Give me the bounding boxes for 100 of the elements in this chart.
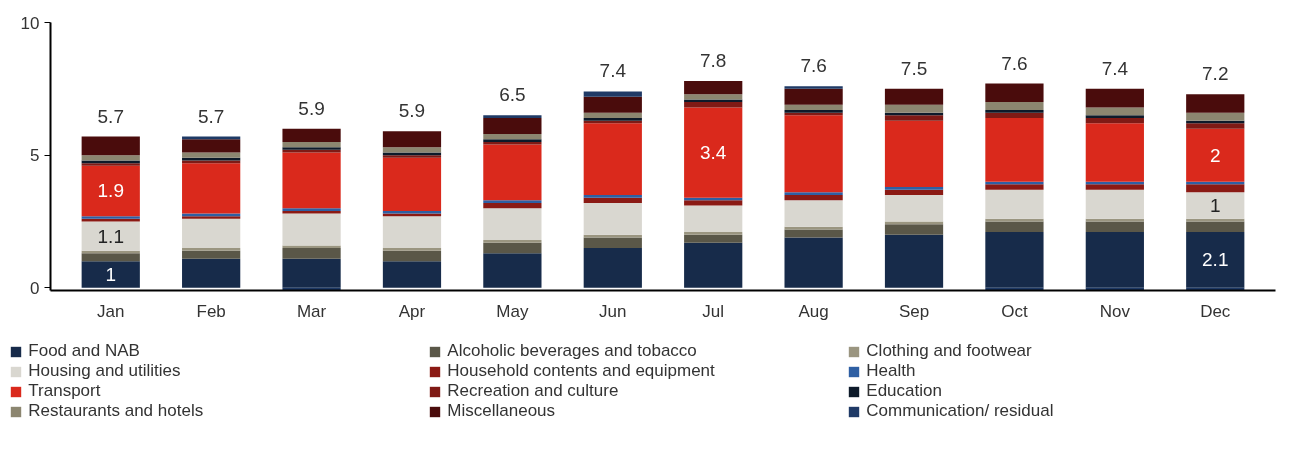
y-tick-label: 5: [30, 146, 40, 166]
bar: [182, 139, 241, 153]
bar: [784, 115, 843, 193]
bar: [382, 131, 442, 148]
bar: [382, 216, 442, 249]
bar: [483, 240, 542, 243]
bar: [81, 221, 140, 251]
x-tick-label: Jun: [599, 301, 627, 321]
bar: [282, 141, 341, 148]
bar: [81, 261, 140, 288]
bar: [583, 237, 642, 249]
data-label: 2: [1209, 144, 1221, 166]
bar: [282, 245, 341, 249]
total-label: 7.5: [900, 57, 928, 79]
bar: [483, 242, 542, 254]
total-label: 7.2: [1202, 63, 1229, 85]
bar: [483, 202, 542, 209]
x-tick-label: May: [496, 301, 529, 321]
bar: [382, 147, 442, 153]
x-tick-label: Jul: [702, 301, 725, 321]
x-tick-label: Oct: [1001, 301, 1028, 321]
bar: [684, 242, 743, 288]
bar: [1085, 189, 1144, 219]
bar: [282, 248, 341, 259]
bar: [985, 232, 1044, 288]
bar: [583, 248, 642, 288]
bar: [282, 258, 341, 288]
bar: [884, 104, 944, 113]
x-tick-label: Jan: [97, 301, 125, 321]
bar: [81, 253, 140, 262]
bar: [1085, 123, 1144, 182]
bar: [483, 200, 542, 203]
x-tick-label: Feb: [196, 301, 226, 321]
total-label: 5.7: [97, 105, 124, 127]
legend-label: Restaurants and hotels: [28, 401, 205, 421]
bar: [784, 194, 843, 201]
bar: [483, 144, 542, 201]
bar: [884, 189, 944, 195]
total-label: 7.4: [1101, 57, 1129, 79]
data-label: 1: [1209, 195, 1221, 217]
total-label: 7.6: [1001, 52, 1028, 74]
bar: [684, 102, 743, 108]
bar: [985, 118, 1044, 182]
bar: [1186, 184, 1245, 193]
bar: [1085, 115, 1144, 119]
bar: [784, 192, 843, 195]
total-label: 7.6: [800, 55, 827, 77]
legend-label: Recreation and culture: [447, 381, 620, 401]
legend-label: Health: [866, 361, 917, 381]
data-label: 1.1: [97, 225, 124, 247]
bar: [1085, 218, 1144, 222]
bar: [81, 155, 140, 161]
legend-label: Communication/ residual: [866, 401, 1055, 421]
total-label: 6.5: [499, 84, 526, 106]
bar: [1186, 112, 1245, 121]
bar: [182, 218, 241, 249]
bar: [985, 83, 1044, 103]
bar: [884, 234, 944, 288]
data-label: 3.4: [700, 142, 727, 164]
y-tick-label: 10: [20, 13, 40, 33]
bar: [1186, 94, 1245, 113]
bar: [1186, 192, 1245, 219]
bar: [784, 104, 843, 111]
data-label: 2.1: [1202, 249, 1229, 271]
bar: [483, 133, 542, 140]
bar: [382, 261, 442, 288]
bar: [382, 248, 442, 251]
bar: [382, 157, 442, 211]
legend-label: Housing and utilities: [28, 361, 182, 381]
x-tick-label: Dec: [1200, 301, 1231, 321]
bar: [583, 123, 642, 195]
bar: [1085, 221, 1144, 233]
total-label: 5.9: [398, 100, 426, 122]
bar: [684, 94, 743, 100]
total-label: 5.7: [197, 105, 225, 127]
bar: [884, 88, 944, 105]
bar: [684, 80, 743, 95]
legend-label: Transport: [28, 381, 102, 401]
bar: [282, 128, 341, 142]
bar: [985, 112, 1044, 119]
x-tick-label: Nov: [1099, 301, 1131, 321]
legend-label: Alcoholic beverages and tobacco: [447, 341, 698, 361]
bar: [684, 205, 743, 233]
y-tick-label: 0: [30, 278, 40, 298]
bar: [985, 102, 1044, 111]
bar: [583, 197, 642, 203]
bar: [483, 253, 542, 288]
bar: [684, 232, 743, 235]
bar: [483, 118, 542, 134]
bar: [784, 88, 843, 105]
bar: [1186, 128, 1245, 182]
total-label: 7.4: [599, 60, 627, 82]
legend-label: Education: [866, 381, 943, 401]
bar: [1085, 232, 1144, 288]
bar: [81, 136, 140, 156]
bar: [1085, 184, 1144, 190]
bar: [884, 187, 944, 190]
bar: [1085, 107, 1144, 116]
bar: [182, 163, 241, 214]
bar: [1186, 232, 1245, 288]
